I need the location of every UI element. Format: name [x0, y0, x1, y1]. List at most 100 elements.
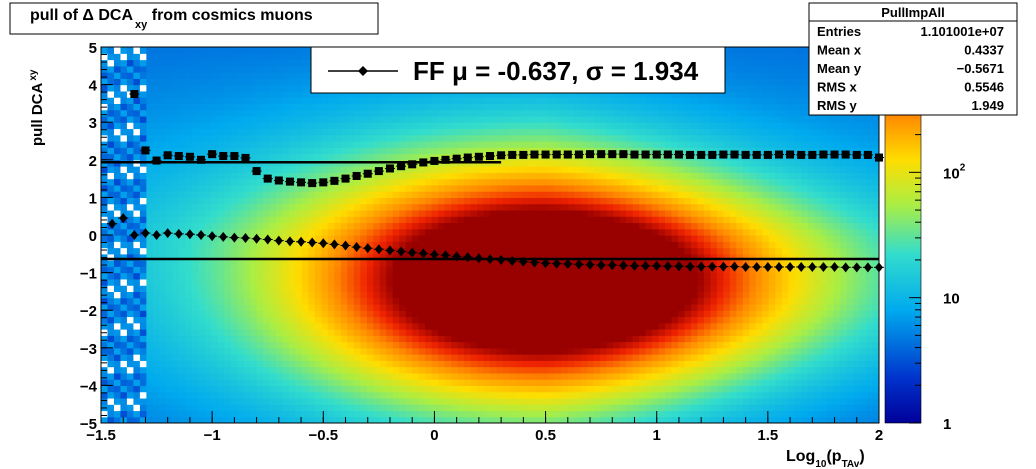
- heatmap-cell: [204, 316, 212, 324]
- heatmap-cell: [412, 241, 420, 249]
- heatmap-cell: [178, 391, 186, 399]
- heatmap-cell: [405, 172, 413, 180]
- heatmap-cell: [276, 347, 284, 355]
- heatmap-cell: [217, 122, 225, 130]
- heatmap-cell: [327, 115, 335, 123]
- heatmap-cell: [301, 84, 310, 92]
- heatmap-cell: [379, 266, 387, 274]
- heatmap-cell: [289, 78, 297, 86]
- heatmap-cell: [490, 109, 498, 117]
- heatmap-cell: [159, 109, 167, 117]
- heatmap-cell: [250, 203, 258, 211]
- heatmap-cell: [483, 247, 491, 255]
- heatmap-cell: [431, 278, 439, 286]
- heatmap-cell: [587, 253, 595, 261]
- heatmap-cell: [483, 347, 491, 355]
- heatmap-cell: [360, 322, 368, 330]
- heatmap-cell: [470, 128, 478, 136]
- heatmap-cell: [321, 316, 329, 324]
- heatmap-cell: [418, 266, 426, 274]
- heatmap-cell: [509, 379, 517, 386]
- heatmap-cell: [431, 109, 439, 117]
- heatmap-cell: [600, 360, 608, 368]
- heatmap-cell: [269, 278, 277, 286]
- heatmap-cell: [593, 404, 601, 412]
- heatmap-cell: [548, 385, 556, 393]
- heatmap-cell: [567, 310, 575, 318]
- heatmap-cell: [399, 216, 407, 224]
- heatmap-cell: [373, 115, 381, 123]
- heatmap-cell: [321, 366, 329, 374]
- heatmap-cell: [340, 203, 348, 211]
- heatmap-cell: [366, 203, 374, 211]
- heatmap-cell: [217, 285, 225, 292]
- heatmap-cell: [347, 122, 355, 130]
- heatmap-cell: [470, 278, 478, 286]
- heatmap-cell: [301, 184, 310, 192]
- heatmap-cell: [133, 404, 141, 412]
- heatmap-cell: [133, 178, 141, 186]
- heatmap-cell: [496, 341, 504, 349]
- heatmap-cell: [295, 184, 303, 192]
- heatmap-cell: [373, 372, 381, 380]
- heatmap-cell: [593, 103, 601, 111]
- heatmap-cell: [237, 379, 245, 386]
- heatmap-cell: [159, 115, 167, 123]
- heatmap-cell: [224, 166, 232, 173]
- heatmap-cell: [522, 241, 530, 249]
- heatmap-cell: [276, 247, 284, 255]
- heatmap-cell: [263, 291, 271, 299]
- heatmap-cell: [561, 297, 569, 305]
- heatmap-cell: [509, 235, 517, 242]
- heatmap-cell: [509, 310, 517, 318]
- heatmap-cell: [490, 228, 498, 236]
- heatmap-cell: [126, 178, 135, 186]
- heatmap-cell: [340, 253, 348, 261]
- heatmap-cell: [626, 97, 634, 104]
- heatmap-cell: [152, 397, 160, 405]
- heatmap-cell: [496, 354, 504, 361]
- heatmap-cell: [178, 216, 186, 224]
- heatmap-cell: [574, 379, 582, 386]
- heatmap-cell: [541, 166, 549, 173]
- heatmap-cell: [626, 90, 634, 98]
- heatmap-cell: [133, 379, 141, 386]
- heatmap-cell: [282, 291, 290, 299]
- heatmap-cell: [340, 385, 348, 393]
- heatmap-cell: [366, 235, 374, 242]
- heatmap-cell: [470, 285, 478, 292]
- heatmap-cell: [392, 272, 400, 280]
- heatmap-cell: [126, 216, 135, 224]
- heatmap-cell: [386, 385, 394, 393]
- heatmap-cell: [101, 72, 109, 79]
- heatmap-cell: [172, 397, 180, 405]
- heatmap-cell: [490, 178, 498, 186]
- heatmap-cell: [314, 184, 323, 192]
- heatmap-cell: [431, 291, 439, 299]
- heatmap-cell: [632, 341, 640, 349]
- heatmap-cell: [366, 272, 374, 280]
- heatmap-cell: [282, 122, 290, 130]
- heatmap-cell: [282, 316, 290, 324]
- heatmap-cell: [470, 166, 478, 173]
- heatmap-cell: [515, 209, 524, 217]
- heatmap-cell: [412, 310, 420, 318]
- heatmap-cell: [113, 253, 122, 261]
- heatmap-cell: [191, 172, 199, 180]
- heatmap-cell: [172, 235, 180, 242]
- heatmap-cell: [353, 347, 361, 355]
- heatmap-cell: [528, 416, 536, 423]
- heatmap-cell: [120, 53, 128, 61]
- heatmap-cell: [263, 416, 271, 423]
- heatmap-cell: [327, 197, 335, 205]
- heatmap-cell: [198, 303, 206, 311]
- heatmap-cell: [237, 134, 245, 142]
- heatmap-cell: [360, 90, 368, 98]
- heatmap-cell: [626, 385, 634, 393]
- heatmap-cell: [502, 235, 511, 242]
- heatmap-cell: [405, 341, 413, 349]
- heatmap-cell: [133, 122, 141, 130]
- heatmap-cell: [509, 347, 517, 355]
- heatmap-cell: [146, 397, 154, 405]
